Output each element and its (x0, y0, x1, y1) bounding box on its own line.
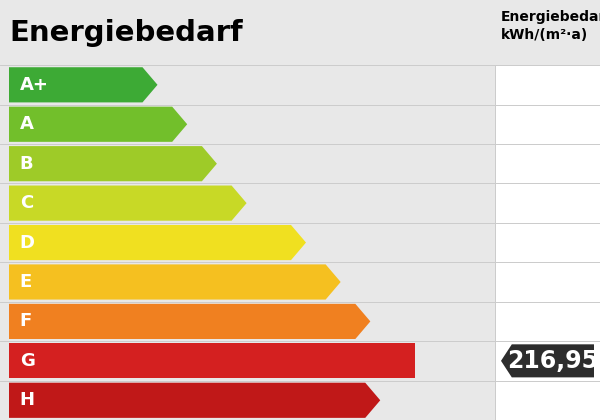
Text: B: B (20, 155, 34, 173)
Polygon shape (9, 107, 187, 142)
Bar (495, 144, 600, 184)
Bar (495, 302, 600, 341)
Bar (495, 65, 600, 105)
Polygon shape (9, 383, 380, 418)
Polygon shape (9, 343, 415, 378)
Text: 216,95: 216,95 (508, 349, 598, 373)
Text: C: C (20, 194, 33, 212)
Text: A+: A+ (20, 76, 49, 94)
Polygon shape (9, 265, 341, 299)
Bar (495, 184, 600, 223)
Polygon shape (9, 186, 247, 221)
Bar (495, 381, 600, 420)
Polygon shape (9, 67, 157, 102)
Text: F: F (20, 312, 32, 331)
Text: Energiebedarf
kWh/(m²·a): Energiebedarf kWh/(m²·a) (501, 10, 600, 42)
Polygon shape (9, 304, 370, 339)
Bar (495, 262, 600, 302)
Text: D: D (20, 234, 35, 252)
Polygon shape (9, 225, 306, 260)
Text: E: E (20, 273, 32, 291)
Text: H: H (20, 391, 35, 409)
Text: Energiebedarf: Energiebedarf (9, 18, 242, 47)
Polygon shape (501, 344, 594, 378)
Bar (495, 105, 600, 144)
Text: A: A (20, 115, 34, 133)
Polygon shape (9, 146, 217, 181)
Bar (495, 223, 600, 262)
Bar (495, 341, 600, 381)
Text: G: G (20, 352, 35, 370)
